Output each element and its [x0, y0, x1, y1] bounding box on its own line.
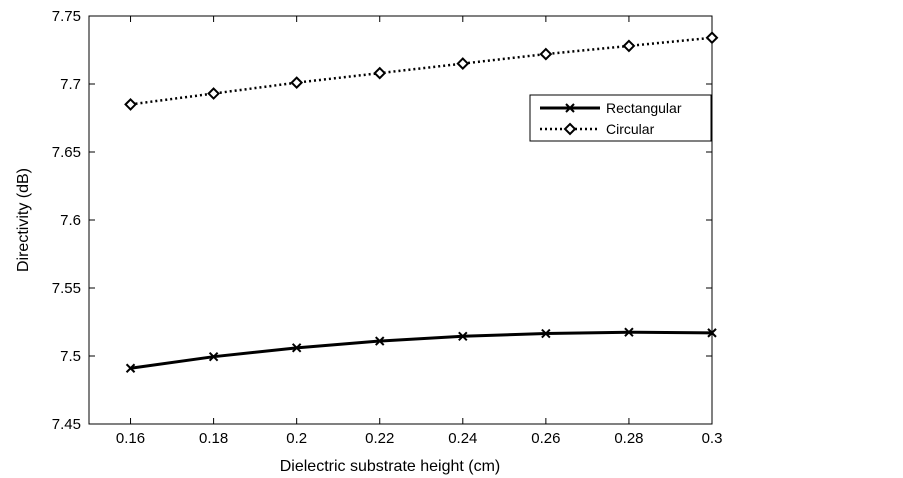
y-tick-label: 7.6: [60, 212, 81, 229]
legend-label-circular: Circular: [606, 121, 655, 137]
x-tick-label: 0.24: [448, 430, 477, 447]
series-rectangular: [125, 327, 717, 373]
y-axis-ticks: 7.45 7.5 7.55 7.6 7.65 7.7 7.75: [52, 8, 712, 433]
data-point-rectangular: [541, 328, 551, 339]
data-point-rectangular: [208, 351, 219, 362]
data-point-circular: [456, 57, 470, 71]
legend-box: [529, 94, 712, 142]
data-point-rectangular: [458, 331, 468, 341]
plot-frame: [88, 15, 713, 425]
marker-stroke: [375, 336, 385, 346]
series-layer: [124, 31, 719, 373]
x-tick-label: 0.3: [702, 430, 723, 447]
marker-stroke: [565, 103, 575, 113]
data-point-circular: [539, 47, 553, 61]
x-tick-label: 0.2: [286, 430, 307, 447]
x-tick-label: 0.26: [531, 430, 560, 447]
x-tick-label: 0.28: [614, 430, 643, 447]
y-tick-label: 7.55: [52, 280, 81, 297]
legend: Rectangular Circular: [529, 94, 712, 142]
data-point-rectangular: [375, 336, 385, 346]
x-tick-label: 0.18: [199, 430, 228, 447]
legend-label-rectangular: Rectangular: [606, 100, 682, 116]
data-point-circular: [373, 66, 387, 80]
marker-stroke: [291, 343, 302, 353]
x-tick-label: 0.16: [116, 430, 145, 447]
legend-marker-circular: [563, 122, 577, 136]
y-tick-label: 7.5: [60, 348, 81, 365]
y-tick-label: 7.75: [52, 8, 81, 25]
marker-stroke: [125, 363, 136, 373]
y-tick-label: 7.65: [52, 144, 81, 161]
data-point-rectangular: [624, 327, 634, 337]
x-tick-label: 0.22: [365, 430, 394, 447]
marker-stroke: [458, 331, 468, 341]
x-axis-label: Dielectric substrate height (cm): [280, 458, 501, 475]
data-point-rectangular: [707, 328, 717, 338]
data-point-circular: [207, 87, 221, 100]
data-point-circular: [124, 97, 137, 111]
data-point-circular: [290, 76, 304, 90]
marker-stroke: [707, 328, 717, 338]
axes: [88, 15, 713, 425]
data-point-rectangular: [125, 363, 136, 373]
data-point-circular: [622, 39, 636, 53]
marker-stroke: [624, 327, 634, 337]
marker-stroke: [541, 328, 551, 339]
y-tick-label: 7.7: [60, 76, 81, 93]
x-axis-ticks: 0.16 0.18 0.2 0.22 0.24 0.26 0.28 0.3: [116, 16, 722, 447]
data-point-rectangular: [291, 343, 302, 353]
series-circular: [124, 31, 719, 111]
y-axis-label: Directivity (dB): [15, 168, 32, 272]
series-line-rectangular: [130, 330, 713, 370]
marker-stroke: [208, 351, 219, 362]
y-tick-label: 7.45: [52, 416, 81, 433]
legend-marker-rectangular: [565, 103, 575, 113]
data-point-circular: [705, 31, 719, 45]
